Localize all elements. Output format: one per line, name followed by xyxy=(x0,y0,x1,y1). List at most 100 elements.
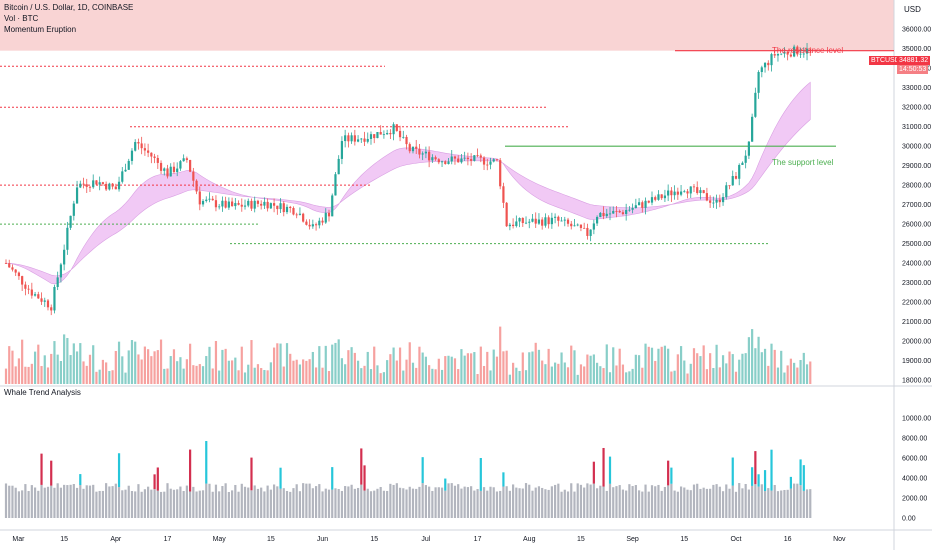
volume-bar xyxy=(234,357,237,384)
whale-bar xyxy=(676,491,679,518)
volume-bar xyxy=(195,365,198,384)
volume-bar xyxy=(140,359,143,384)
whale-spike xyxy=(799,459,802,486)
volume-bar xyxy=(334,342,337,384)
whale-bar xyxy=(8,485,11,518)
whale-bar xyxy=(247,487,250,518)
whale-bar xyxy=(434,487,437,518)
candle-body xyxy=(253,200,256,209)
whale-bar xyxy=(69,484,72,518)
whale-bar xyxy=(14,487,17,518)
whale-spike xyxy=(279,467,282,489)
whale-bar xyxy=(466,487,469,518)
volume-bar xyxy=(269,362,272,384)
volume-bar xyxy=(718,367,721,384)
volume-bar xyxy=(402,370,405,384)
candle-body xyxy=(712,202,715,204)
last-price-tag: 34881.32 xyxy=(897,56,931,65)
volume-bar xyxy=(395,360,398,384)
volume-bar xyxy=(240,346,243,384)
whale-bar xyxy=(166,483,169,518)
candle-body xyxy=(318,220,321,226)
whale-bar xyxy=(17,491,21,518)
volume-bar xyxy=(218,370,221,384)
whale-bar xyxy=(528,484,531,518)
volume-bar xyxy=(731,354,734,384)
time-tick-label: 15 xyxy=(680,536,688,543)
whale-bar xyxy=(547,489,550,518)
whale-bar xyxy=(518,488,521,518)
whale-bar xyxy=(30,485,33,518)
whale-bar xyxy=(192,486,195,518)
candle-body xyxy=(398,130,402,138)
price-tick-label: 33000.00 xyxy=(902,85,931,92)
candle-body xyxy=(579,224,583,228)
volume-bar xyxy=(557,363,560,384)
volume-bar xyxy=(440,369,444,384)
whale-bar xyxy=(398,487,402,518)
whale-bar xyxy=(679,486,683,518)
candle-body xyxy=(69,215,72,228)
candle-body xyxy=(566,219,570,224)
volume-bar xyxy=(754,348,757,384)
candle-body xyxy=(292,208,295,215)
whale-bar xyxy=(428,486,431,518)
volume-bar xyxy=(747,337,750,384)
whale-bar xyxy=(386,490,389,518)
volume-bar xyxy=(715,344,718,384)
candle-body xyxy=(350,135,353,142)
whale-bar xyxy=(11,485,14,518)
volume-bar xyxy=(95,371,98,384)
whale-bar xyxy=(696,483,699,518)
volume-bar xyxy=(192,365,195,384)
time-tick-label: May xyxy=(213,536,227,543)
volume-bar xyxy=(521,352,524,384)
candle-body xyxy=(250,200,253,209)
volume-bar xyxy=(347,350,350,384)
candle-body xyxy=(37,294,40,299)
volume-bars xyxy=(4,326,812,384)
volume-bar xyxy=(369,369,373,384)
whale-bar xyxy=(647,491,650,518)
whale-bar xyxy=(505,486,508,518)
time-tick-label: Sep xyxy=(626,536,639,543)
volume-bar xyxy=(276,343,279,384)
whale-bar xyxy=(460,488,463,518)
volume-bar xyxy=(121,356,124,384)
candle-body xyxy=(521,217,524,224)
whale-bar xyxy=(541,487,544,518)
volume-bar xyxy=(599,366,602,384)
candle-body xyxy=(799,53,802,55)
whale-bar xyxy=(599,485,602,518)
candle-body xyxy=(444,161,447,165)
candle-body xyxy=(92,180,95,188)
whale-bar xyxy=(731,485,734,518)
volume-bar xyxy=(612,347,615,384)
whale-bar xyxy=(182,490,185,518)
whale-bar xyxy=(311,488,314,518)
candle-body xyxy=(583,227,586,229)
whale-bar xyxy=(502,486,505,518)
currency-label[interactable]: USD xyxy=(904,5,921,14)
candle-body xyxy=(247,200,250,206)
whale-bar xyxy=(221,486,224,518)
whale-bar xyxy=(130,491,134,518)
whale-bar xyxy=(654,486,657,518)
candle-body xyxy=(586,227,589,236)
whale-spike xyxy=(363,465,366,491)
whale-bar xyxy=(602,486,605,518)
candle-body xyxy=(198,191,201,205)
whale-bar xyxy=(50,485,53,518)
volume-bar xyxy=(428,365,431,384)
candle-body xyxy=(725,185,728,198)
candle-body xyxy=(366,138,369,142)
volume-bar xyxy=(499,326,502,384)
candle-body xyxy=(195,180,198,192)
whale-bar xyxy=(59,487,63,518)
support-annotation: The support level xyxy=(772,158,834,167)
whale-bar xyxy=(147,486,150,518)
volume-bar xyxy=(360,368,363,384)
price-tick-label: 25000.00 xyxy=(902,241,931,248)
volume-bar xyxy=(421,352,424,384)
